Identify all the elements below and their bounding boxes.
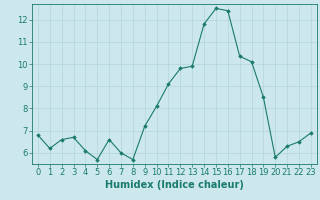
X-axis label: Humidex (Indice chaleur): Humidex (Indice chaleur) (105, 180, 244, 190)
